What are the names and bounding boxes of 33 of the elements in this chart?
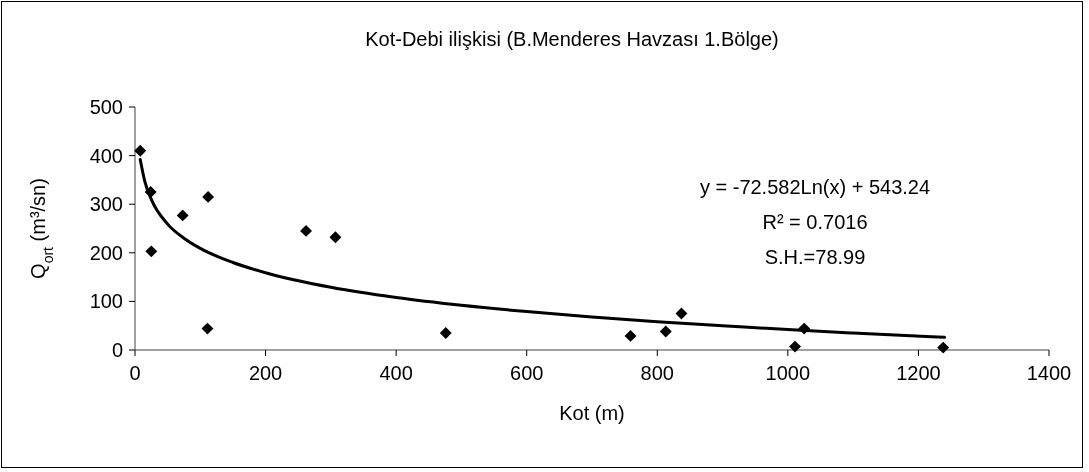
point	[329, 231, 342, 244]
point	[789, 340, 801, 353]
x-tick-label: 200	[248, 362, 283, 384]
point	[659, 325, 672, 338]
y-tick-label: 400	[89, 144, 123, 167]
point	[201, 322, 214, 335]
line-series	[138, 157, 947, 339]
y-tick-label: 500	[89, 96, 123, 118]
annotation: S.H.=78.99	[764, 246, 866, 268]
y-tick-label: 300	[89, 193, 123, 216]
annotation: y = -72.582Ln(x) + 543.24	[699, 176, 931, 198]
x-tick-label: 1400	[1026, 362, 1072, 384]
x-tick-label: 600	[510, 362, 544, 384]
point	[675, 307, 688, 320]
point	[145, 245, 158, 258]
point	[176, 209, 189, 222]
chart-title: Kot-Debi ilişkisi (B.Menderes Havzası 1.Bölge)	[365, 28, 779, 50]
annotation: R² = 0.7016	[762, 211, 868, 233]
y-tick-label: 200	[89, 241, 123, 264]
x-tick-label: 1200	[896, 362, 941, 384]
x-tick-label: 400	[379, 362, 413, 384]
point	[624, 329, 637, 342]
x-axis-title: Kot (m)	[559, 402, 625, 424]
point	[202, 190, 215, 203]
x-tick-label: 0	[129, 362, 141, 384]
x-tick-label: 1000	[765, 362, 811, 384]
point	[134, 144, 147, 157]
point	[439, 327, 452, 339]
point	[300, 224, 312, 237]
y-tick-label: 100	[89, 290, 123, 313]
x-tick-label: 800	[640, 362, 674, 384]
y-tick-label: 0	[111, 339, 123, 361]
point	[937, 341, 950, 354]
